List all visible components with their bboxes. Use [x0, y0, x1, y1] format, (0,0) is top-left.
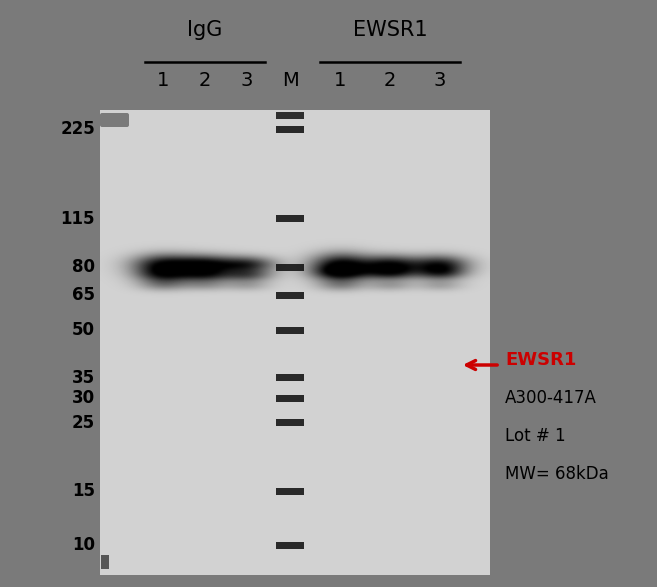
Text: 1: 1 [157, 70, 170, 89]
Text: 115: 115 [60, 210, 95, 228]
Bar [276, 264, 304, 271]
Bar [101, 555, 109, 569]
Bar [276, 112, 304, 119]
FancyBboxPatch shape [100, 113, 129, 127]
Bar [276, 126, 304, 133]
Bar [100, 110, 490, 575]
Bar [276, 375, 304, 382]
Text: EWSR1: EWSR1 [505, 351, 576, 369]
Text: 15: 15 [72, 482, 95, 500]
Bar [276, 327, 304, 334]
Bar [276, 292, 304, 299]
Text: 65: 65 [72, 286, 95, 304]
Text: 225: 225 [60, 120, 95, 139]
Text: 2: 2 [384, 70, 396, 89]
Text: 25: 25 [72, 414, 95, 432]
Text: 30: 30 [72, 389, 95, 407]
Text: 3: 3 [434, 70, 446, 89]
Text: EWSR1: EWSR1 [353, 20, 427, 40]
Text: MW= 68kDa: MW= 68kDa [505, 465, 609, 483]
Text: 1: 1 [334, 70, 346, 89]
Bar [276, 488, 304, 494]
Text: 10: 10 [72, 536, 95, 554]
Text: IgG: IgG [187, 20, 223, 40]
Text: 3: 3 [241, 70, 253, 89]
Text: M: M [282, 70, 298, 89]
Bar [276, 215, 304, 222]
Text: 2: 2 [199, 70, 211, 89]
Text: A300-417A: A300-417A [505, 389, 597, 407]
Text: Lot # 1: Lot # 1 [505, 427, 566, 445]
Bar [276, 542, 304, 549]
Bar [276, 395, 304, 402]
Text: 50: 50 [72, 321, 95, 339]
Text: 80: 80 [72, 258, 95, 276]
Text: 35: 35 [72, 369, 95, 387]
Bar [276, 419, 304, 426]
